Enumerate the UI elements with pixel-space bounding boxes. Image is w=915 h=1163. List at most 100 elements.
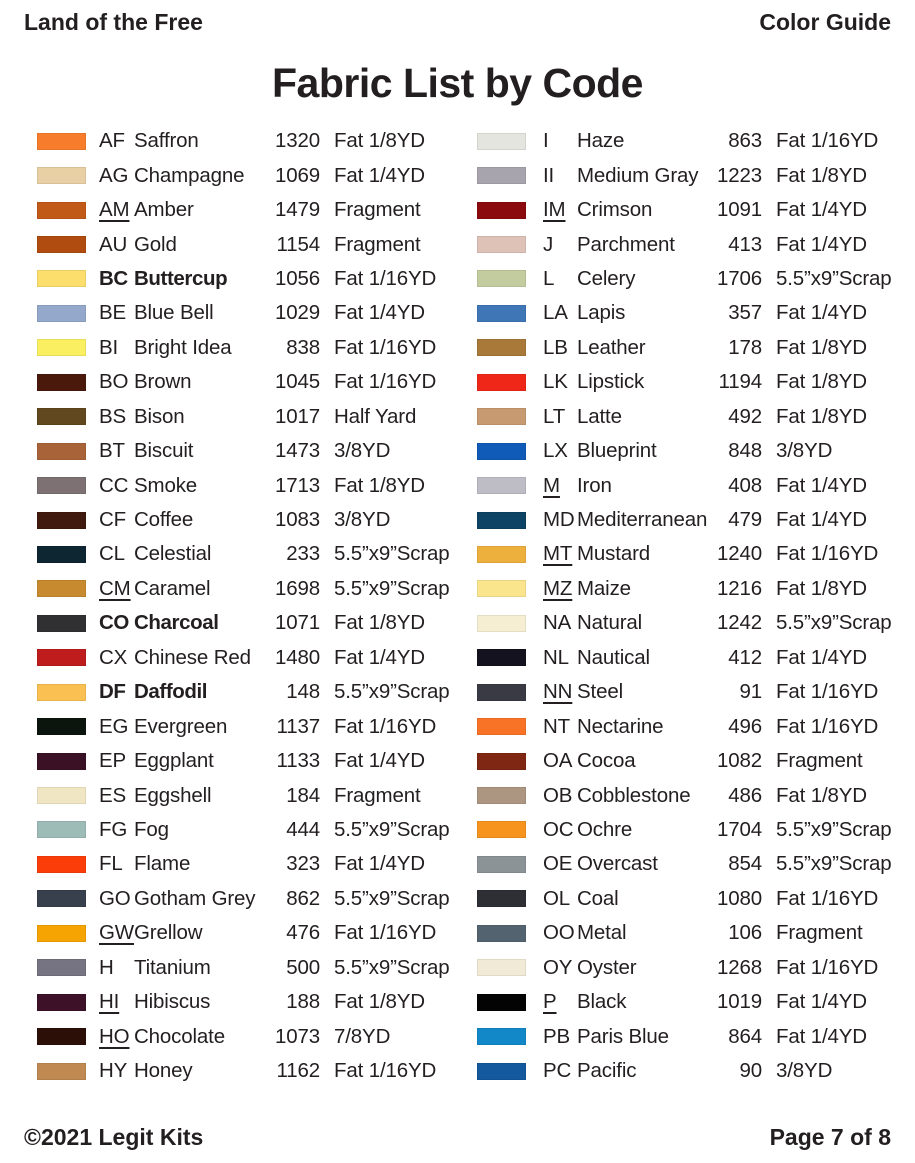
fabric-code: NN — [543, 680, 573, 704]
fabric-row: PB Paris Blue 864 Fat 1/4YD — [477, 1019, 893, 1053]
fabric-code: BC — [99, 266, 128, 290]
fabric-code: PC — [543, 1059, 572, 1083]
fabric-number: 862 — [286, 886, 320, 910]
project-title: Land of the Free — [24, 9, 203, 35]
fabric-name: Iron — [577, 473, 612, 497]
fabric-code: CO — [99, 611, 129, 635]
fabric-code: HI — [99, 990, 120, 1014]
fabric-color-swatch — [37, 132, 86, 150]
fabric-color-swatch — [477, 270, 526, 288]
fabric-code: BT — [99, 439, 125, 463]
fabric-quantity: Fat 1/8YD — [776, 576, 867, 600]
fabric-name: Mustard — [577, 542, 651, 566]
fabric-name: Chocolate — [134, 1024, 225, 1048]
fabric-quantity: Fat 1/8YD — [776, 370, 867, 394]
fabric-number: 91 — [739, 680, 762, 704]
fabric-color-swatch — [477, 442, 526, 460]
fabric-color-swatch — [477, 373, 526, 391]
fabric-quantity: 5.5”x9”Scrap — [334, 886, 450, 910]
fabric-color-swatch — [477, 545, 526, 563]
fabric-color-swatch — [37, 683, 86, 701]
fabric-quantity: Fat 1/8YD — [334, 611, 425, 635]
fabric-number: 357 — [728, 301, 762, 325]
fabric-number: 500 — [286, 955, 320, 979]
fabric-number: 1029 — [274, 301, 320, 325]
fabric-row: CO Charcoal 1071 Fat 1/8YD — [37, 606, 439, 640]
fabric-color-swatch — [37, 787, 86, 805]
fabric-name: Saffron — [134, 129, 199, 153]
fabric-row: BC Buttercup 1056 Fat 1/16YD — [37, 262, 439, 296]
fabric-code: EG — [99, 714, 129, 738]
fabric-row: PC Pacific 90 3/8YD — [477, 1054, 893, 1088]
fabric-code: MT — [543, 542, 573, 566]
fabric-name: Brown — [134, 370, 192, 394]
fabric-number: 1713 — [274, 473, 320, 497]
fabric-row: MD Mediterranean 479 Fat 1/4YD — [477, 503, 893, 537]
fabric-name: Crimson — [577, 198, 653, 222]
fabric-color-swatch — [37, 752, 86, 770]
fabric-number: 408 — [728, 473, 762, 497]
fabric-color-swatch — [477, 1062, 526, 1080]
fabric-name: Chinese Red — [134, 645, 251, 669]
fabric-number: 106 — [728, 921, 762, 945]
fabric-number: 1194 — [718, 370, 763, 394]
fabric-quantity: 5.5”x9”Scrap — [776, 611, 892, 635]
fabric-number: 444 — [286, 817, 320, 841]
fabric-quantity: Fat 1/4YD — [776, 990, 867, 1014]
fabric-number: 1162 — [276, 1059, 321, 1083]
fabric-code: GW — [99, 921, 134, 945]
fabric-row: MZ Maize 1216 Fat 1/8YD — [477, 572, 893, 606]
fabric-code: MD — [543, 508, 575, 532]
fabric-quantity: Fat 1/4YD — [334, 749, 425, 773]
fabric-quantity: Fragment — [334, 232, 421, 256]
fabric-number: 854 — [728, 852, 762, 876]
fabric-row: H Titanium 500 5.5”x9”Scrap — [37, 951, 450, 985]
fabric-column-left: AF Saffron 1320 Fat 1/8YD AG Champagne 1069 Fat… — [37, 124, 450, 1088]
fabric-color-swatch — [477, 683, 526, 701]
fabric-color-swatch — [477, 993, 526, 1011]
fabric-row: OL Coal 1080 Fat 1/16YD — [477, 882, 893, 916]
fabric-color-swatch — [477, 787, 526, 805]
fabric-code: EP — [99, 749, 127, 773]
fabric-name: Steel — [577, 680, 623, 704]
fabric-number: 412 — [728, 645, 762, 669]
fabric-row: GW Grellow 476 Fat 1/16YD — [37, 916, 439, 950]
fabric-number: 1045 — [274, 370, 320, 394]
fabric-code: OE — [543, 852, 573, 876]
fabric-code: CF — [99, 508, 127, 532]
fabric-name: Black — [577, 990, 627, 1014]
fabric-code: M — [543, 473, 560, 497]
fabric-row: FG Fog 444 5.5”x9”Scrap — [37, 813, 450, 847]
fabric-number: 148 — [286, 680, 320, 704]
fabric-name: Amber — [134, 198, 194, 222]
fabric-color-swatch — [37, 1028, 86, 1046]
fabric-number: 1017 — [274, 404, 320, 428]
fabric-code: LT — [543, 404, 566, 428]
fabric-quantity: Fat 1/4YD — [776, 1024, 867, 1048]
fabric-name: Latte — [577, 404, 622, 428]
fabric-quantity: Fat 1/8YD — [776, 404, 867, 428]
fabric-number: 1019 — [716, 990, 762, 1014]
fabric-row: CC Smoke 1713 Fat 1/8YD — [37, 468, 439, 502]
fabric-name: Nectarine — [577, 714, 664, 738]
fabric-code: GO — [99, 886, 131, 910]
fabric-name: Coffee — [134, 508, 194, 532]
fabric-color-swatch — [477, 408, 526, 426]
fabric-quantity: Fat 1/16YD — [334, 1059, 437, 1083]
fabric-name: Metal — [577, 921, 627, 945]
fabric-row: BI Bright Idea 838 Fat 1/16YD — [37, 331, 439, 365]
fabric-quantity: Fragment — [334, 783, 421, 807]
fabric-row: BS Bison 1017 Half Yard — [37, 400, 439, 434]
fabric-name: Gold — [134, 232, 177, 256]
fabric-number: 323 — [286, 852, 320, 876]
fabric-name: Gotham Grey — [134, 886, 256, 910]
fabric-number: 413 — [728, 232, 762, 256]
fabric-color-swatch — [37, 580, 86, 598]
fabric-number: 1080 — [716, 886, 762, 910]
fabric-code: LX — [543, 439, 568, 463]
fabric-name: Lipstick — [577, 370, 645, 394]
fabric-code: L — [543, 266, 555, 290]
fabric-name: Parchment — [577, 232, 675, 256]
fabric-quantity: 5.5”x9”Scrap — [334, 542, 450, 566]
fabric-number: 492 — [728, 404, 762, 428]
